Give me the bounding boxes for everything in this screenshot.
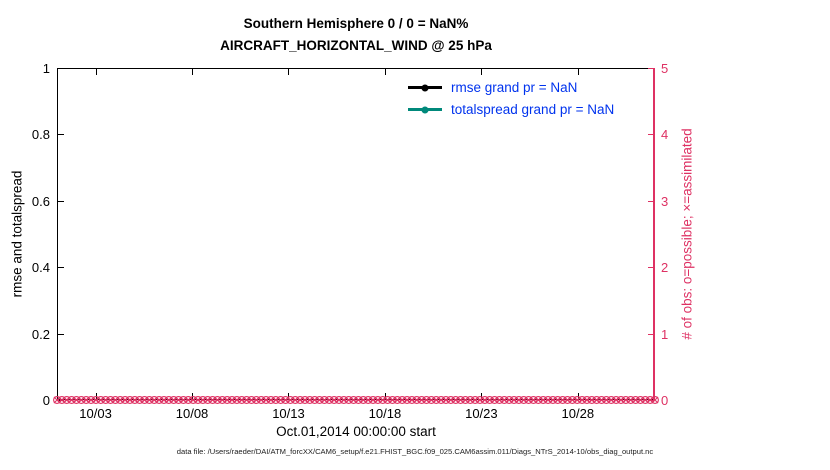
x-tick-mark: [577, 393, 579, 399]
x-tick-label: 10/23: [465, 406, 498, 421]
y-tick-label-right: 3: [661, 193, 669, 209]
y-tick-mark-left: [58, 333, 64, 335]
legend-dot-totalspread: [421, 106, 429, 113]
x-tick-label: 10/03: [79, 406, 112, 421]
x-tick-label: 10/28: [561, 406, 595, 421]
y-tick-label-left: 0.6: [31, 193, 50, 209]
x-tick-label: 10/18: [368, 406, 402, 421]
x-tick-label: 10/13: [272, 406, 305, 421]
data-file-caption: data file: /Users/raeder/DAI/ATM_forcXX/…: [176, 447, 654, 456]
x-tick-mark-top: [384, 69, 386, 75]
x-tick-mark: [95, 393, 97, 399]
y-tick-mark-right: [648, 333, 654, 335]
legend-dot-rmse: [421, 84, 429, 91]
y-tick-label-left: 0.2: [31, 326, 50, 342]
y-tick-label-right: 4: [661, 127, 669, 143]
y-axis-label-right: # of obs: o=possible; ×=assimilated: [679, 128, 695, 340]
x-tick-mark: [481, 393, 483, 399]
y-tick-label-left: 0.4: [31, 260, 50, 276]
x-tick-mark: [384, 393, 386, 399]
x-tick-mark-top: [288, 69, 290, 75]
y-tick-mark-right: [648, 134, 654, 136]
legend-item-totalspread: totalspread grand pr = NaN: [408, 102, 614, 117]
x-tick-mark: [288, 393, 290, 399]
legend-line-sample-rmse: [408, 84, 442, 91]
x-axis-label: Oct.01,2014 00:00:00 start: [276, 424, 436, 439]
plot-area: [57, 68, 655, 400]
legend-label-totalspread: totalspread grand pr = NaN: [451, 102, 615, 117]
right-axis-spine: [653, 68, 655, 400]
chart-subtitle: AIRCRAFT_HORIZONTAL_WIND @ 25 hPa: [220, 38, 492, 53]
obs-markers-series: [53, 396, 659, 404]
chart-title: Southern Hemisphere 0 / 0 = NaN%: [243, 16, 469, 31]
legend-item-rmse: rmse grand pr = NaN: [408, 80, 614, 95]
y-tick-label-left: 1: [42, 61, 50, 76]
y-tick-mark-left: [58, 134, 64, 136]
y-tick-label-left: 0.8: [31, 127, 50, 143]
y-axis-label-left: rmse and totalspread: [9, 170, 25, 298]
legend: rmse grand pr = NaN totalspread grand pr…: [408, 80, 614, 124]
y-tick-label-right: 1: [661, 326, 669, 342]
y-tick-mark-right: [648, 68, 654, 69]
y-tick-label-right: 0: [661, 393, 669, 408]
y-tick-label-right: 5: [661, 61, 669, 76]
y-tick-mark-right: [648, 267, 654, 269]
x-tick-label: 10/08: [175, 406, 209, 421]
x-tick-mark: [192, 393, 194, 399]
y-tick-mark-left: [58, 267, 64, 269]
x-tick-mark-top: [192, 69, 194, 75]
legend-label-rmse: rmse grand pr = NaN: [451, 80, 578, 95]
x-tick-mark-top: [577, 69, 579, 75]
y-tick-label-left: 0: [42, 393, 50, 408]
x-tick-mark-top: [481, 69, 483, 75]
y-tick-mark-left: [58, 200, 64, 202]
x-tick-mark-top: [95, 69, 97, 75]
legend-line-sample-totalspread: [408, 106, 442, 113]
y-tick-mark-right: [648, 200, 654, 202]
y-tick-mark-left: [58, 68, 64, 69]
y-tick-label-right: 2: [661, 260, 669, 276]
